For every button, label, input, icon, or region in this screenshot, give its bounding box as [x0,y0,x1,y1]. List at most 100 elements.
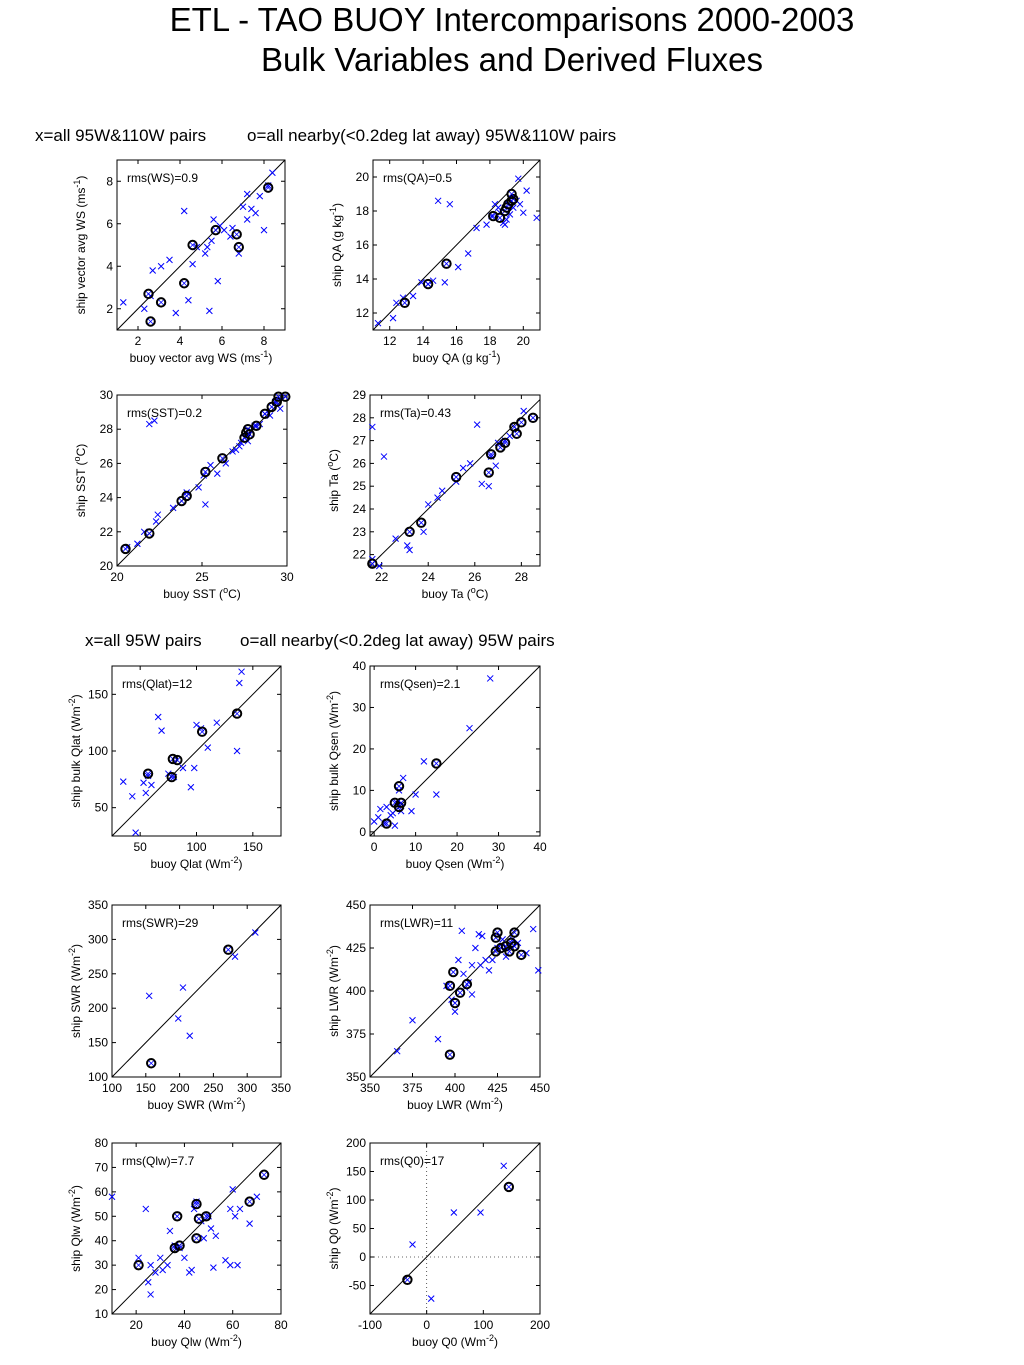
x-marker-point [231,1212,239,1220]
o-marker-point [231,229,242,240]
o-marker-point [179,278,190,289]
x-marker-point [200,1234,208,1242]
x-marker-point [514,175,522,183]
o-marker-point [144,528,155,539]
y-tick-label: 60 [95,1185,109,1199]
x-tick-label: 10 [409,840,423,854]
x-marker-point [432,791,440,798]
y-tick-label: 30 [100,388,114,402]
y-tick-label: 450 [346,898,366,912]
x-marker-point [393,1047,401,1055]
y-tick-label: 200 [346,1136,366,1150]
x-tick-label: 25 [195,570,209,584]
o-marker-point [251,420,262,431]
x-marker-point [489,956,496,964]
x-marker-point [203,243,211,251]
y-tick-label: 20 [95,1283,109,1297]
x-marker-point [185,296,192,304]
rms-annotation: rms(LWR)=11 [380,916,454,930]
x-marker-point [403,542,411,549]
x-marker-point [459,464,467,472]
x-marker-point [408,807,415,815]
o-marker-point [450,471,462,483]
o-marker-point [516,417,527,428]
rms-annotation: rms(WS)=0.9 [127,171,198,185]
x-marker-point [477,961,484,969]
y-axis-label: ship Ta (oC) [325,449,341,512]
plot-frame [111,1142,282,1315]
x-marker-point [147,1261,154,1269]
x-marker-point [483,221,490,228]
x-marker-point [473,224,480,232]
x-marker-point [188,1266,196,1274]
y-axis-label: ship QA (g kg-1) [328,203,344,287]
x-tick-label: 100 [473,1318,493,1332]
scatter-plot-5: 50 100 150 50 100 150 rms(Qlat)=12 buoy Qlat (W… [67,665,282,871]
o-marker-point [217,453,228,464]
o-marker-point [431,758,442,769]
y-tick-label: 50 [95,1209,109,1223]
x-marker-point [180,207,188,215]
x-marker-point [475,930,483,938]
x-marker-point [140,305,148,313]
x-marker-point [409,292,417,300]
x-axis-label: buoy vector avg WS (ms-1) [130,349,273,365]
o-marker-point [448,966,459,978]
x-marker-point [260,226,268,234]
x-tick-label: 28 [515,570,529,584]
x-marker-point [253,1193,261,1201]
y-axis-label: ship bulk Qsen (Wm-2) [325,691,341,811]
x-tick-label: 150 [243,840,263,854]
x-marker-point [151,417,158,425]
o-marker-point [259,408,271,420]
x-marker-point [207,461,214,469]
x-marker-point [210,1264,217,1271]
x-marker-point [392,535,399,542]
x-tick-label: 425 [487,1081,507,1095]
x-marker-point [500,1162,508,1170]
x-marker-point [156,1254,164,1262]
x-tick-label: 0 [371,840,378,854]
o-marker-point [461,978,473,990]
y-tick-label: 300 [88,932,108,946]
x-marker-point [145,992,153,1000]
x-marker-point [438,487,446,495]
x-axis-label: buoy Qsen (Wm-2) [406,855,505,871]
plot-frame [116,159,286,331]
x-marker-point [210,216,217,223]
x-marker-point [486,675,494,682]
o-marker-point [120,543,131,555]
o-marker-point [196,726,208,737]
x-marker-point [207,1225,215,1232]
x-tick-label: 16 [450,334,464,348]
x-marker-point [169,504,177,512]
o-marker-point [187,239,198,251]
o-marker-point [395,797,407,809]
o-marker-point [231,708,243,719]
y-axis-label: ship LWR (Wm-2) [325,945,341,1037]
o-marker-point [155,297,167,308]
x-marker-point [380,453,388,460]
x-marker-point [229,1186,237,1193]
y-tick-label: 100 [88,744,108,758]
x-axis-label: buoy SWR (Wm-2) [147,1096,245,1112]
rms-annotation: rms(Qsen)=2.1 [380,677,461,691]
o-marker-point [494,212,506,224]
x-marker-point [383,803,390,811]
y-tick-label: 40 [95,1234,109,1248]
y-tick-label: 20 [356,170,370,184]
x-axis-label: buoy Qlat (Wm-2) [150,855,242,871]
x-marker-point [472,944,479,952]
y-tick-label: 30 [353,700,367,714]
x-marker-point [478,932,486,940]
x-marker-point [450,1209,458,1216]
y-tick-label: 26 [100,456,114,470]
x-marker-point [434,197,442,205]
x-marker-point [466,724,473,732]
x-marker-point [145,420,153,428]
o-marker-point [492,927,503,938]
x-marker-point [243,190,251,198]
o-marker-point [280,391,291,402]
x-marker-point [193,721,200,729]
